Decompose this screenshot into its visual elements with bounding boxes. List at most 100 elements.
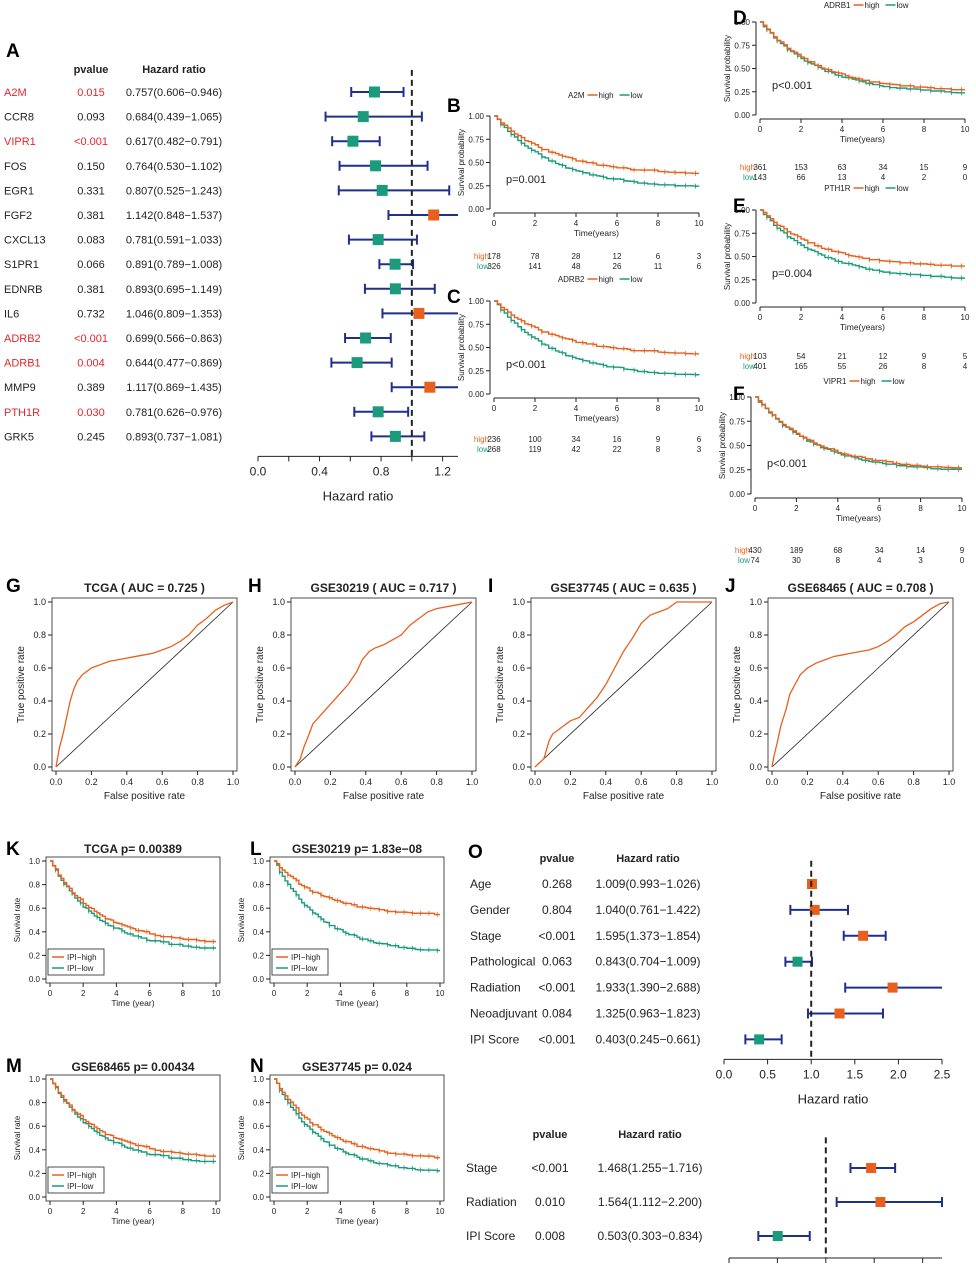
y-tick-label: 0.8 — [33, 630, 46, 640]
hr-point — [360, 332, 372, 344]
risk-low-count: 4 — [877, 556, 882, 565]
x-tick-label: 0 — [492, 219, 497, 228]
y-tick-label: 0.50 — [468, 344, 484, 353]
x-tick-label: 1.0 — [466, 777, 479, 787]
panel-letter-N: N — [250, 1056, 264, 1077]
x-tick-label: 8 — [922, 125, 927, 134]
p-value: p<0.001 — [767, 458, 807, 470]
risk-high-count: 15 — [920, 163, 929, 172]
y-tick-label: 0.2 — [29, 1169, 41, 1178]
row-pvalue: <0.001 — [538, 981, 575, 995]
y-tick-label: 0.0 — [29, 1193, 41, 1202]
tick-label: 1.0 — [803, 1067, 820, 1081]
legend-high-label: high — [599, 91, 614, 100]
x-tick-label: 0.0 — [50, 777, 63, 787]
risk-high-count: 361 — [753, 163, 767, 172]
x-tick-label: 6 — [371, 1207, 376, 1216]
row-pvalue: 0.381 — [77, 284, 105, 296]
curve-high — [760, 209, 965, 267]
risk-high-count: 9 — [656, 435, 661, 444]
risk-low-label: low — [743, 173, 755, 182]
risk-low-count: 2 — [922, 173, 927, 182]
risk-high-count: 189 — [790, 546, 804, 555]
risk-high-count: 16 — [613, 435, 622, 444]
risk-low-count: 4 — [881, 173, 886, 182]
roc-plot-H: GSE30219 ( AUC = 0.717 ) 0.0 0.0 0.2 0.2 0.4 0… — [255, 581, 478, 802]
row-name: Gender — [470, 903, 510, 917]
forest-plot-O2: pvalue Hazard ratio Stage <0.001 1.468(1.255… — [466, 1129, 943, 1263]
row-hr: 0.403(0.245−0.661) — [595, 1032, 700, 1046]
legend-low-label: low — [631, 91, 643, 100]
row-name: GRK5 — [4, 431, 34, 443]
risk-low-count: 13 — [838, 173, 847, 182]
x-tick-label: 4 — [114, 1207, 119, 1216]
risk-high-count: 12 — [613, 252, 622, 261]
y-tick-label: 1.00 — [468, 112, 484, 121]
row-pvalue: 0.015 — [77, 87, 105, 99]
roc-curve — [534, 601, 712, 768]
hr-point — [370, 160, 382, 172]
y-axis-label: True positive rate — [732, 646, 743, 723]
row-pvalue: <0.001 — [538, 929, 575, 943]
x-tick-label: 6 — [881, 125, 886, 134]
y-tick-label: 0.50 — [729, 442, 745, 451]
y-tick-label: 1.0 — [29, 857, 41, 866]
y-tick-label: 0.4 — [29, 928, 41, 937]
x-tick-label: 0.8 — [670, 777, 683, 787]
roc-plot-I: GSE37745 ( AUC = 0.635 ) 0.0 0.0 0.2 0.2 0.4 0… — [495, 581, 718, 802]
risk-high-count: 68 — [833, 546, 842, 555]
hr-point — [428, 209, 440, 221]
y-tick-label: 0.25 — [734, 276, 750, 285]
row-name: EDNRB — [4, 284, 43, 296]
row-hr: 1.595(1.373−1.854) — [595, 929, 700, 943]
risk-low-count: 55 — [838, 362, 847, 371]
x-axis-label: False positive rate — [104, 791, 186, 802]
x-tick-label: 0 — [48, 1207, 53, 1216]
row-pvalue: 0.150 — [77, 161, 105, 173]
risk-high-label: high — [474, 252, 489, 261]
risk-high-count: 78 — [531, 252, 540, 261]
x-tick-label: 8 — [922, 313, 927, 322]
y-tick-label: 0.4 — [253, 1146, 265, 1155]
row-hr: 0.781(0.591−1.033) — [126, 235, 222, 247]
x-axis-label: Hazard ratio — [323, 488, 394, 503]
pvalue-header: pvalue — [74, 64, 109, 76]
plot-frame — [45, 856, 221, 984]
y-axis-label: Survival probability — [457, 129, 466, 196]
x-tick-label: 1.0 — [706, 777, 719, 787]
y-axis-label: Survival probability — [723, 223, 732, 290]
row-name: Stage — [470, 929, 502, 943]
roc-plot-J: GSE68465 ( AUC = 0.708 ) 0.0 0.0 0.2 0.2 0.4 0… — [732, 581, 955, 802]
p-value: p<0.001 — [772, 80, 812, 92]
x-tick-label: 0.0 — [529, 777, 542, 787]
row-name: ADRB1 — [4, 358, 41, 370]
row-hr: 0.764(0.530−1.102) — [126, 161, 222, 173]
y-tick-label: 0.50 — [468, 159, 484, 168]
row-name: Radiation — [466, 1195, 517, 1209]
x-tick-label: 8 — [405, 1207, 410, 1216]
risk-low-count: 119 — [529, 445, 542, 454]
x-tick-label: 4 — [840, 313, 845, 322]
row-hr: 0.757(0.606−0.946) — [126, 87, 222, 99]
row-pvalue: 0.245 — [77, 431, 105, 443]
x-axis-label: Time(years) — [840, 134, 885, 144]
risk-low-count: 401 — [753, 362, 767, 371]
y-tick-label: 0.00 — [468, 390, 484, 399]
x-tick-label: 0.0 — [766, 777, 779, 787]
risk-high-label: high — [740, 352, 755, 361]
y-tick-label: 0.6 — [29, 1122, 41, 1131]
x-axis-label: Time(years) — [574, 413, 619, 423]
risk-high-count: 54 — [797, 352, 806, 361]
x-tick-label: 0.4 — [600, 777, 613, 787]
row-name: IPI Score — [470, 1032, 520, 1046]
y-axis-label: Survival rate — [13, 1115, 22, 1160]
x-tick-label: 6 — [615, 404, 620, 413]
x-tick-label: 0.6 — [395, 777, 408, 787]
plot-title: GSE68465 ( AUC = 0.708 ) — [788, 581, 934, 595]
tick-label: 2.5 — [934, 1067, 951, 1081]
hr-point — [372, 406, 384, 418]
curve-high — [494, 115, 699, 174]
row-name: CXCL13 — [4, 235, 46, 247]
x-tick-label: 10 — [961, 313, 970, 322]
risk-low-label: low — [743, 362, 755, 371]
